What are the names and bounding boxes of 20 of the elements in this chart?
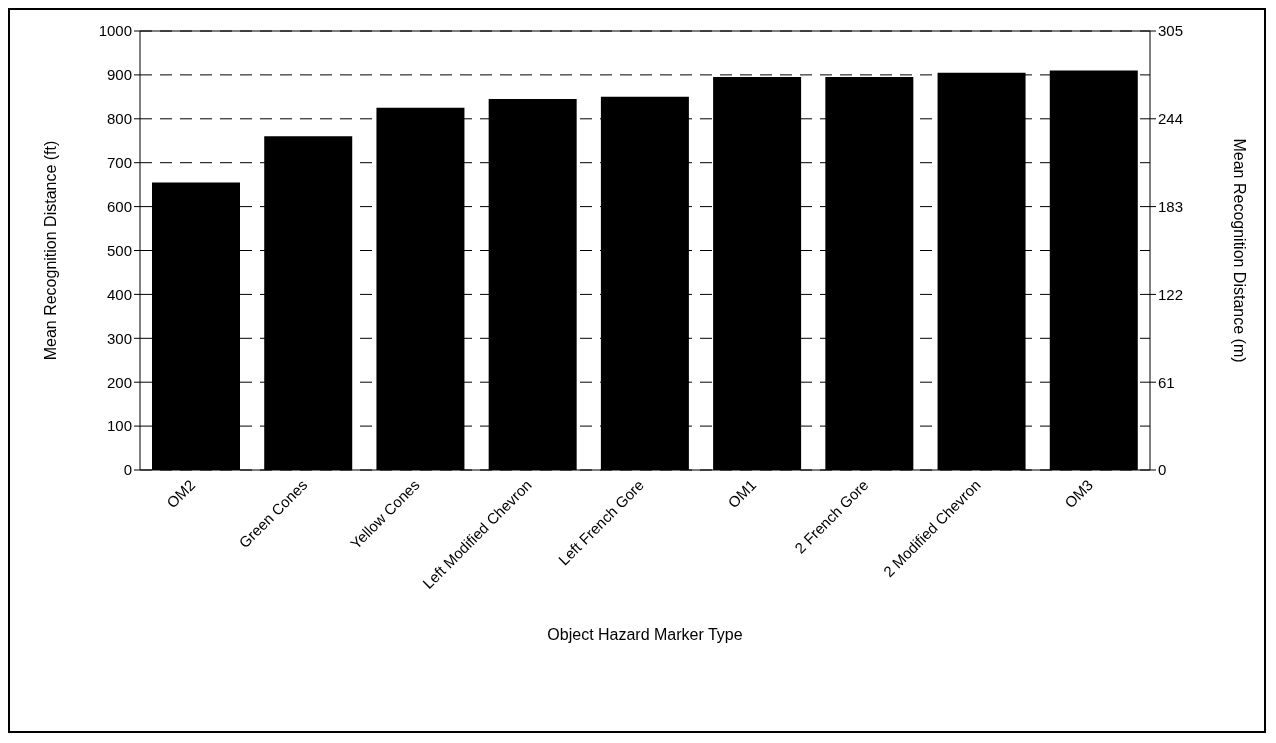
y-axis-title: Mean Recognition Distance (ft) [41, 140, 59, 361]
y-tick-label: 600 [106, 197, 132, 215]
y-tick-label: 100 [106, 417, 132, 435]
y2-tick-label: 61 [1158, 373, 1175, 391]
y-tick-label: 900 [106, 66, 132, 84]
y2-tick-label: 183 [1158, 197, 1184, 215]
y2-tick-label: 244 [1158, 110, 1184, 128]
y-tick-label: 0 [123, 461, 132, 479]
y2-tick-label: 122 [1158, 285, 1184, 303]
y-tick-label: 700 [106, 154, 132, 172]
y-tick-label: 300 [106, 329, 132, 347]
y-tick-label: 1000 [98, 22, 132, 40]
y2-tick-label: 0 [1158, 461, 1167, 479]
y-tick-label: 400 [106, 285, 132, 303]
y-tick-label: 800 [106, 110, 132, 128]
y2-tick-label: 305 [1158, 22, 1184, 40]
y2-axis-title: Mean Recognition Distance (m) [1231, 138, 1249, 363]
x-axis-title: Object Hazard Marker Type [547, 626, 743, 643]
y-tick-label: 200 [106, 373, 132, 391]
y-tick-label: 500 [106, 241, 132, 259]
